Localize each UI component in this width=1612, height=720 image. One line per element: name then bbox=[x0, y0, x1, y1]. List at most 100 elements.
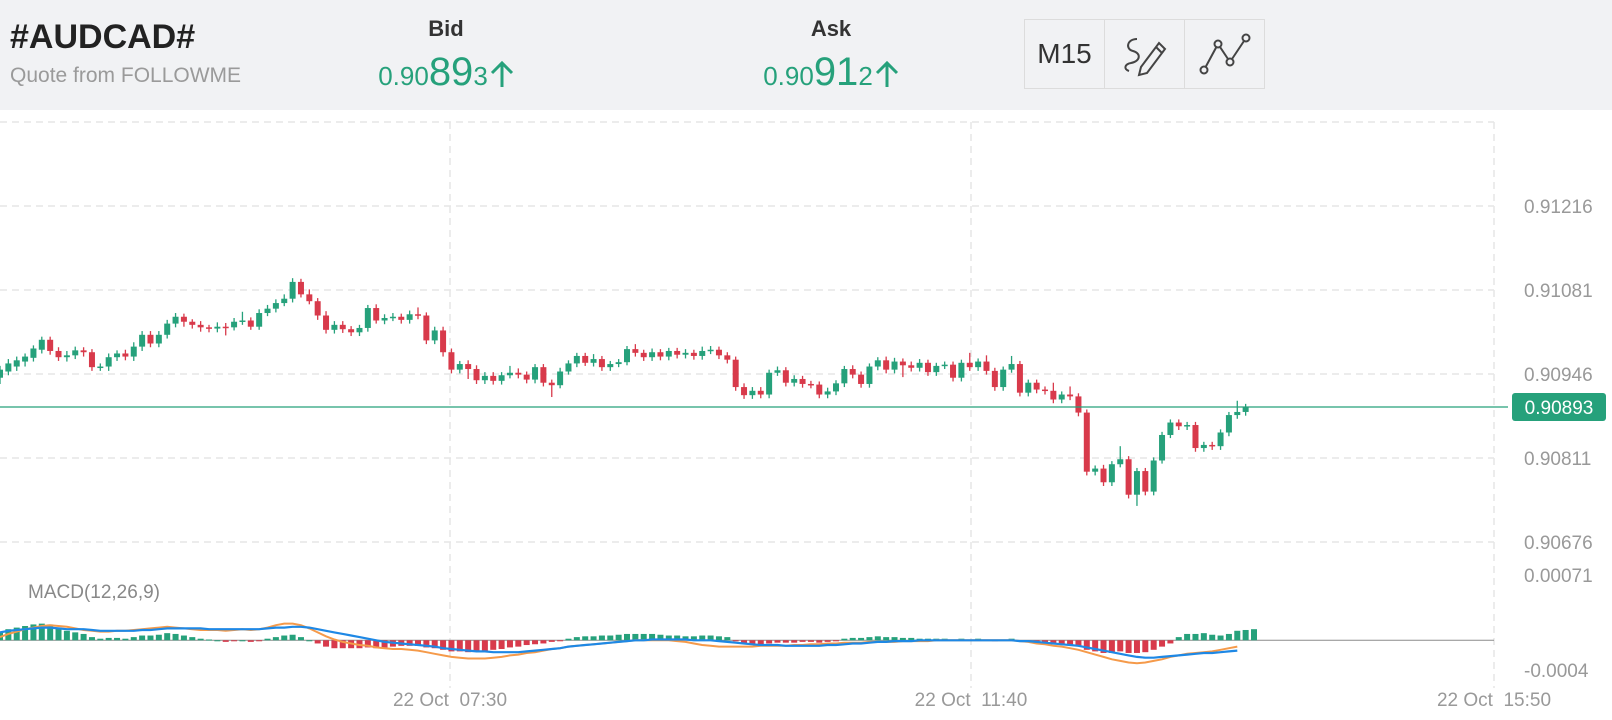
candle-up bbox=[431, 330, 438, 341]
candle-up bbox=[573, 355, 580, 364]
macd-histogram-bar bbox=[690, 636, 697, 641]
candle-up bbox=[281, 298, 288, 304]
candle-down bbox=[523, 374, 530, 380]
macd-histogram-bar bbox=[13, 627, 20, 641]
macd-histogram-bar bbox=[323, 640, 330, 647]
timeframe-button[interactable]: M15 bbox=[1025, 20, 1105, 88]
macd-histogram-bar bbox=[256, 640, 263, 642]
candle-up bbox=[624, 349, 630, 363]
candle-up bbox=[1184, 425, 1191, 427]
candle-down bbox=[348, 329, 355, 333]
macd-histogram-bar bbox=[749, 640, 756, 645]
price-tick-label: 0.90946 bbox=[1524, 365, 1593, 386]
price-tick-label: 0.91081 bbox=[1524, 281, 1593, 302]
candle-up bbox=[1000, 369, 1007, 388]
candle-down bbox=[490, 375, 497, 381]
macd-histogram-bar bbox=[841, 638, 848, 641]
candle-up bbox=[916, 362, 923, 368]
macd-histogram-bar bbox=[540, 640, 547, 644]
candle-down bbox=[908, 365, 915, 368]
indicator-button[interactable] bbox=[1185, 20, 1264, 88]
macd-histogram-bar bbox=[1251, 629, 1257, 641]
candle-up bbox=[5, 363, 12, 372]
macd-histogram-bar bbox=[189, 637, 196, 641]
macd-histogram-bar bbox=[1234, 630, 1241, 641]
candle-down bbox=[306, 294, 313, 302]
candle-up bbox=[1117, 459, 1124, 465]
candle-down bbox=[1083, 412, 1090, 472]
price-tick-label: 0.90811 bbox=[1524, 449, 1591, 470]
macd-histogram-bar bbox=[448, 640, 455, 652]
macd-histogram-bar bbox=[415, 640, 421, 646]
candle-down bbox=[598, 359, 605, 368]
candle-down bbox=[899, 361, 906, 366]
candle-down bbox=[465, 364, 472, 370]
quote-header: #AUDCAD# Quote from FOLLOWME Bid 0.90893… bbox=[0, 0, 1612, 110]
candle-down bbox=[1209, 444, 1216, 447]
macd-histogram-bar bbox=[97, 638, 104, 641]
macd-histogram-bar bbox=[598, 635, 605, 641]
macd-histogram-bar bbox=[1209, 634, 1216, 641]
candle-up bbox=[565, 363, 572, 372]
macd-histogram-bar bbox=[1242, 629, 1249, 641]
price-chart[interactable]: 0.90893 MACD(12,26,9) 0.91216 0.91081 0.90… bbox=[0, 110, 1612, 720]
macd-histogram-bar bbox=[481, 640, 488, 651]
candle-down bbox=[473, 369, 480, 381]
macd-histogram-bar bbox=[724, 637, 731, 641]
candle-up bbox=[289, 281, 296, 299]
candle-up bbox=[1025, 382, 1032, 393]
macd-histogram-bar bbox=[883, 637, 890, 641]
candle-up bbox=[1058, 394, 1065, 400]
candle-down bbox=[440, 330, 447, 353]
macd-histogram-bar bbox=[180, 635, 187, 641]
candle-up bbox=[38, 339, 45, 350]
current-price-line: 0.90893 bbox=[0, 392, 1606, 421]
macd-histogram-bar bbox=[80, 633, 87, 641]
macd-histogram-bar bbox=[423, 640, 430, 648]
macd-histogram-bar bbox=[532, 640, 539, 645]
candle-up bbox=[155, 334, 162, 344]
candle-down bbox=[1142, 471, 1149, 492]
time-tick-label: 22 Oct 15:50 bbox=[1437, 690, 1551, 711]
candle-up bbox=[164, 323, 171, 335]
macd-histogram-bar bbox=[816, 640, 823, 643]
candle-down bbox=[991, 370, 998, 388]
candle-up bbox=[958, 362, 965, 378]
macd-histogram-bar bbox=[222, 640, 229, 642]
current-price-tag bbox=[1512, 392, 1606, 421]
macd-histogram-bar bbox=[1050, 640, 1057, 645]
macd-histogram-bar bbox=[807, 640, 814, 642]
candle-up bbox=[406, 314, 413, 320]
bid-label: Bid bbox=[428, 16, 464, 41]
macd-histogram-bar bbox=[1125, 640, 1132, 653]
macd-histogram-bar bbox=[139, 635, 146, 641]
macd-histogram-bar bbox=[114, 637, 121, 641]
macd-histogram-bar bbox=[498, 640, 505, 650]
macd-histogram-bar bbox=[515, 640, 522, 647]
candle-up bbox=[456, 364, 463, 370]
candle-down bbox=[757, 390, 764, 395]
chart-grid bbox=[0, 121, 1495, 688]
candle-up bbox=[272, 303, 279, 309]
macd-histogram-bar bbox=[239, 640, 246, 642]
macd-histogram-bar bbox=[757, 640, 764, 646]
macd-histogram-bar bbox=[548, 640, 555, 642]
macd-histogram-bar bbox=[281, 635, 288, 641]
macd-histogram-bar bbox=[339, 640, 346, 649]
macd-histogram-bar bbox=[373, 640, 380, 649]
candle-down bbox=[1042, 389, 1048, 392]
candle-down bbox=[314, 301, 321, 316]
candle-down bbox=[640, 352, 647, 358]
macd-histogram-bar bbox=[147, 635, 154, 641]
bid-price: 0.90893 bbox=[336, 50, 556, 95]
candle-down bbox=[540, 367, 547, 383]
ask-label: Ask bbox=[810, 16, 852, 41]
macd-histogram-bar bbox=[833, 640, 839, 642]
candle-up bbox=[941, 364, 948, 367]
macd-histogram-bar bbox=[699, 635, 706, 641]
candle-down bbox=[1100, 468, 1107, 483]
candle-down bbox=[398, 316, 405, 320]
macd-histogram-bar bbox=[791, 640, 798, 643]
candle-up bbox=[22, 356, 29, 362]
draw-tool-button[interactable] bbox=[1105, 20, 1185, 88]
